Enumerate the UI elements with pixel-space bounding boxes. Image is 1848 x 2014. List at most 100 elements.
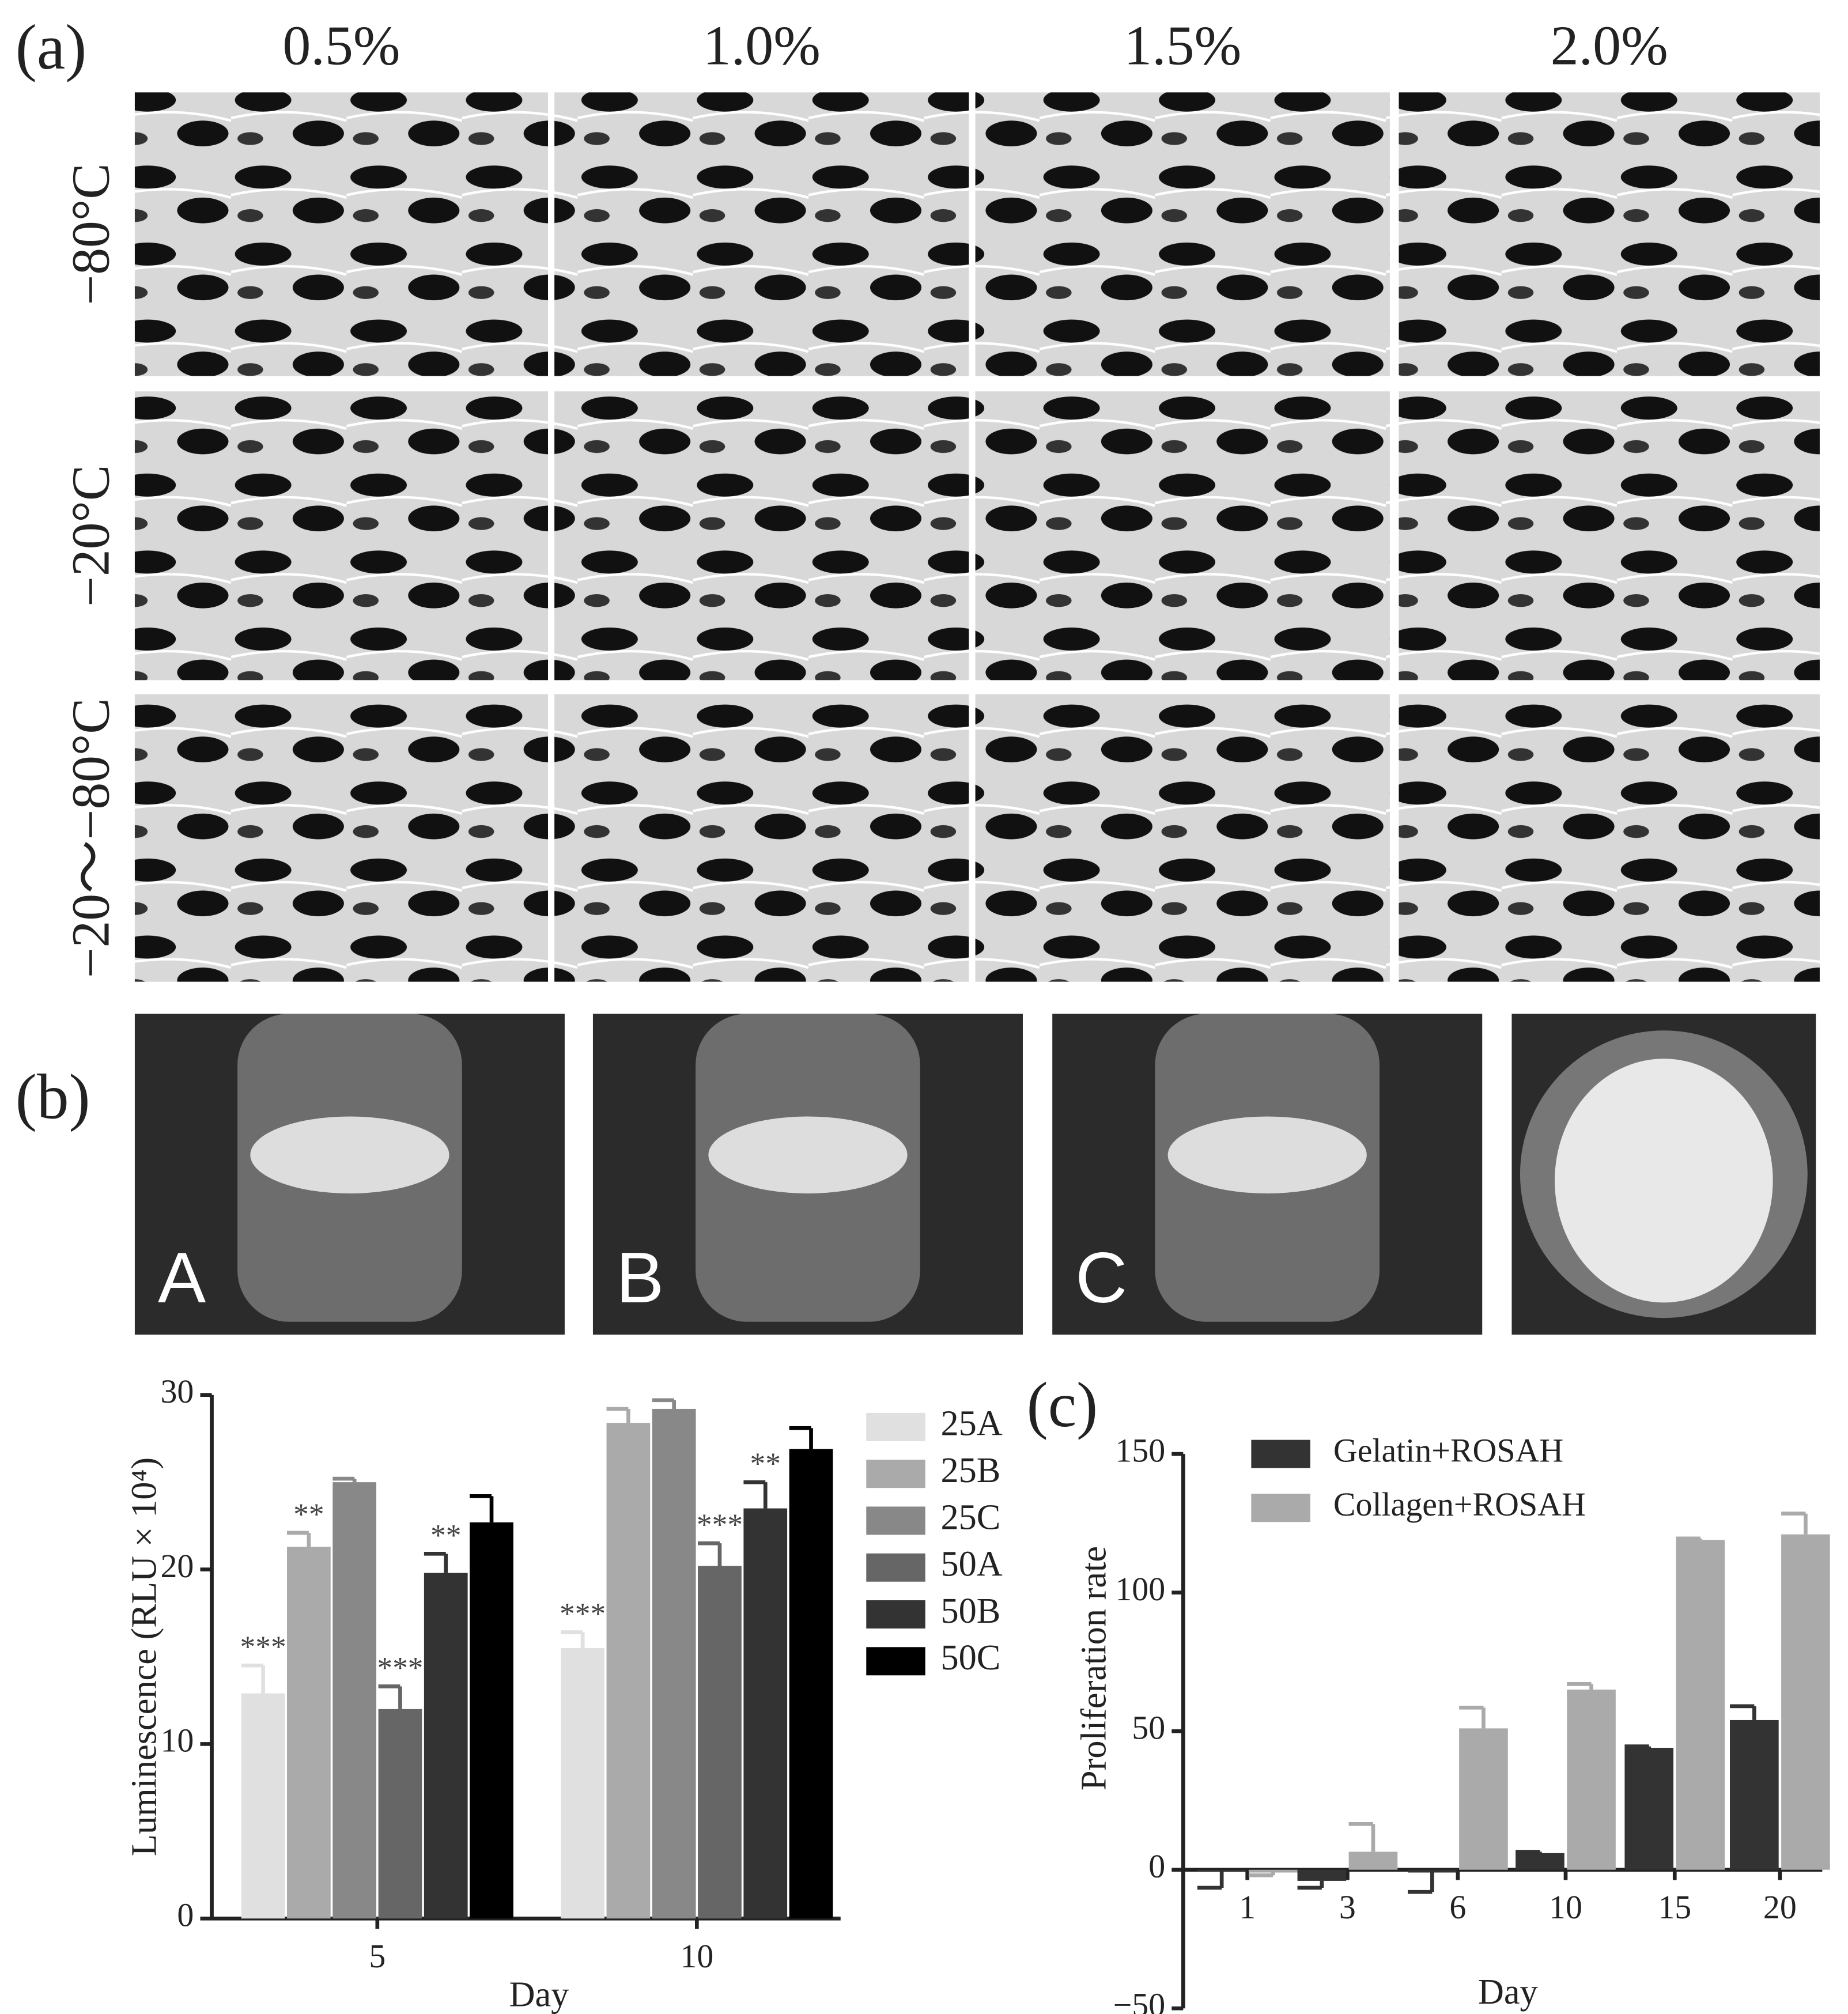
significance-label: ** xyxy=(430,1518,461,1552)
bar xyxy=(743,1508,788,1919)
legend-swatch xyxy=(866,1647,925,1676)
bar xyxy=(1516,1853,1564,1870)
bar xyxy=(789,1449,833,1919)
y-axis-label: Luminescence (RLU × 10⁴) xyxy=(124,1457,164,1856)
scaffold xyxy=(250,1116,449,1194)
y-tick-label: 20 xyxy=(160,1547,194,1585)
sem-image xyxy=(134,391,548,681)
panel-label: (c) xyxy=(1027,1370,1098,1441)
error-bar xyxy=(789,1426,813,1449)
x-tick-label: 6 xyxy=(1449,1888,1466,1926)
legend-swatch xyxy=(866,1600,925,1629)
bar xyxy=(698,1566,742,1919)
bar xyxy=(470,1522,513,1919)
sem-image xyxy=(1399,694,1820,982)
column-label: 2.0% xyxy=(1551,15,1668,77)
x-tick-label: 1 xyxy=(1239,1888,1256,1926)
legend-label: 50C xyxy=(940,1638,1000,1677)
sem-image xyxy=(134,92,548,376)
significance-label: ** xyxy=(293,1497,324,1532)
error-bar xyxy=(424,1551,448,1573)
error-bar xyxy=(241,1663,265,1694)
error-bar xyxy=(470,1494,494,1522)
error-bar xyxy=(1408,1872,1434,1894)
error-bar xyxy=(378,1684,402,1709)
significance-label: *** xyxy=(697,1507,743,1542)
bar xyxy=(241,1693,285,1919)
significance-label: *** xyxy=(560,1596,606,1631)
error-bar xyxy=(1676,1536,1703,1541)
row-label: −20°C xyxy=(62,465,121,607)
y-tick-label: 30 xyxy=(160,1373,194,1410)
sem-image xyxy=(554,694,969,982)
panel-label: (a) xyxy=(16,12,87,83)
scaffold xyxy=(708,1116,908,1194)
photo-label: C xyxy=(1075,1238,1127,1318)
x-axis-label: Day xyxy=(1478,1972,1538,2012)
column-label: 1.0% xyxy=(703,15,821,77)
sem-image xyxy=(975,694,1390,982)
error-bar xyxy=(287,1531,311,1547)
error-bar xyxy=(606,1407,630,1423)
legend-label: 25C xyxy=(940,1497,1000,1537)
sem-image xyxy=(975,92,1390,376)
error-bar xyxy=(1730,1704,1756,1720)
error-bar xyxy=(1348,1822,1375,1852)
legend-swatch xyxy=(866,1506,925,1535)
bar xyxy=(424,1573,468,1919)
x-tick-label: 5 xyxy=(369,1937,386,1975)
error-bar xyxy=(1624,1744,1652,1748)
legend-label: 50B xyxy=(940,1591,1000,1631)
bar xyxy=(1730,1720,1779,1870)
legend-label: 25A xyxy=(940,1404,1002,1444)
legend-swatch xyxy=(1251,1439,1310,1468)
photo-label: A xyxy=(158,1238,206,1318)
bar xyxy=(1348,1851,1398,1870)
sem-image xyxy=(554,92,969,376)
bar xyxy=(1781,1534,1830,1870)
photo-label: B xyxy=(616,1238,664,1318)
legend-swatch xyxy=(866,1460,925,1488)
row-label: −80°C xyxy=(62,163,121,305)
bar xyxy=(378,1709,422,1919)
legend-label: 25B xyxy=(940,1450,1000,1490)
legend-label: 50A xyxy=(940,1544,1002,1584)
error-bar xyxy=(743,1480,768,1509)
y-tick-label: 0 xyxy=(1148,1847,1165,1885)
y-tick-label: 50 xyxy=(1132,1709,1165,1746)
error-bar xyxy=(332,1476,357,1483)
panel-label: (b) xyxy=(16,1062,90,1133)
scaffold xyxy=(1167,1116,1367,1194)
error-bar xyxy=(698,1541,722,1566)
y-tick-label: −50 xyxy=(1113,1986,1166,2014)
x-tick-label: 10 xyxy=(680,1937,713,1975)
scaffold xyxy=(1555,1059,1773,1303)
y-tick-label: 100 xyxy=(1115,1570,1165,1608)
sem-grid: 0.5% 1.0% 1.5% 2.0% −80°C −20°C −20～−80°C xyxy=(62,15,1820,982)
significance-label: *** xyxy=(240,1630,286,1664)
x-axis-label: Day xyxy=(509,1975,569,2014)
bar xyxy=(561,1648,604,1919)
error-bar xyxy=(652,1398,677,1409)
error-bar xyxy=(1459,1705,1486,1729)
error-bar xyxy=(1567,1682,1593,1690)
legend-swatch xyxy=(866,1412,925,1441)
bar xyxy=(1676,1540,1725,1870)
legend-label: Gelatin+ROSAH xyxy=(1333,1431,1563,1469)
sem-image xyxy=(1399,391,1820,681)
bar xyxy=(1624,1748,1674,1870)
sem-image xyxy=(134,694,548,982)
bar xyxy=(1248,1869,1298,1873)
photos: A B C xyxy=(134,1014,1816,1335)
x-tick-label: 3 xyxy=(1339,1888,1356,1926)
y-tick-label: 150 xyxy=(1115,1431,1165,1469)
error-bar xyxy=(561,1630,585,1648)
y-tick-label: 10 xyxy=(160,1722,194,1759)
error-bar xyxy=(1516,1850,1542,1854)
error-bar xyxy=(1297,1880,1324,1890)
x-tick-label: 15 xyxy=(1658,1888,1691,1926)
bar xyxy=(332,1482,377,1919)
legend-swatch xyxy=(866,1553,925,1582)
error-bar xyxy=(1197,1871,1224,1890)
